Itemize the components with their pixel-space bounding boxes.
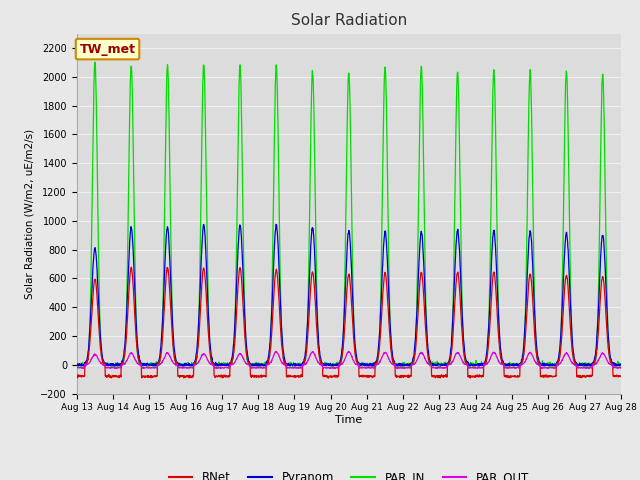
Title: Solar Radiation: Solar Radiation bbox=[291, 13, 407, 28]
X-axis label: Time: Time bbox=[335, 415, 362, 425]
Y-axis label: Solar Radiation (W/m2, uE/m2/s): Solar Radiation (W/m2, uE/m2/s) bbox=[25, 129, 35, 299]
Text: TW_met: TW_met bbox=[79, 43, 136, 56]
Legend: RNet, Pyranom, PAR_IN, PAR_OUT: RNet, Pyranom, PAR_IN, PAR_OUT bbox=[164, 466, 534, 480]
